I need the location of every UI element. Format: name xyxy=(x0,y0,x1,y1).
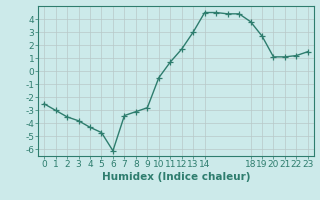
X-axis label: Humidex (Indice chaleur): Humidex (Indice chaleur) xyxy=(102,172,250,182)
